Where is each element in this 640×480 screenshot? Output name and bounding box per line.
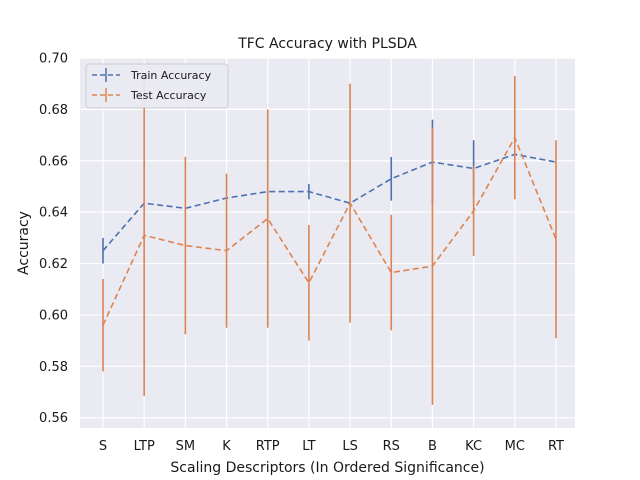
series-layer (102, 74, 557, 405)
plot-area (80, 58, 575, 428)
y-axis-label: Accuracy (16, 211, 32, 275)
series-test (102, 74, 557, 405)
x-tick-label: LS (342, 439, 358, 454)
y-tick-label: 0.56 (39, 411, 68, 426)
x-tick-label: SM (176, 439, 195, 454)
x-tick-label: B (428, 439, 437, 454)
x-tick-label: KC (465, 439, 482, 454)
y-tick-label: 0.60 (39, 308, 68, 323)
y-tick-label: 0.64 (39, 206, 68, 221)
x-tick-label: LT (302, 439, 315, 454)
x-tick-label: S (99, 439, 107, 454)
y-tick-label: 0.62 (39, 257, 68, 272)
y-tick-label: 0.58 (39, 360, 68, 375)
y-tick-label: 0.66 (39, 154, 68, 169)
series-line (102, 135, 557, 326)
x-tick-label: MC (505, 439, 525, 454)
legend-box (85, 63, 229, 109)
x-tick-label: RTP (256, 439, 280, 454)
series-line (102, 153, 557, 252)
x-tick-label: LTP (134, 439, 155, 454)
legend-test-label: Test Accuracy (130, 89, 207, 102)
legend: Train Accuracy Test Accuracy (85, 63, 229, 109)
y-tick-label: 0.68 (39, 103, 68, 118)
x-tick-label: K (222, 439, 231, 454)
x-tick-label: RT (548, 439, 564, 454)
ticks: 0.56 0.58 0.60 0.62 0.64 0.66 0.68 0.70 S LTP SM K R… (39, 52, 564, 455)
x-tick-label: RS (383, 439, 400, 454)
x-axis-label: Scaling Descriptors (In Ordered Signific… (170, 460, 484, 476)
y-tick-label: 0.70 (39, 52, 68, 67)
legend-train-label: Train Accuracy (130, 69, 212, 82)
chart-title: TFC Accuracy with PLSDA (237, 36, 417, 52)
